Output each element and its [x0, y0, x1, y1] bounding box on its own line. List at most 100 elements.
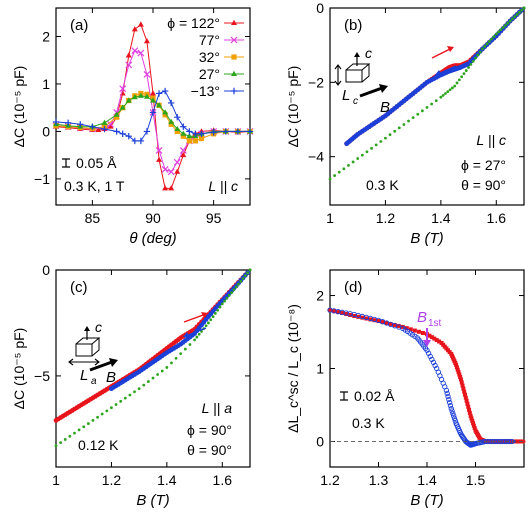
data-point: [125, 97, 132, 103]
data-point: [336, 310, 341, 315]
data-point: [522, 6, 526, 10]
data-point: [241, 277, 245, 280]
legend-label: 77°: [199, 32, 220, 48]
data-point: [239, 279, 243, 283]
y-tick-label: 2: [316, 288, 324, 304]
data-point: [457, 372, 462, 377]
data-point: [360, 153, 364, 157]
data-point: [497, 30, 500, 34]
data-point: [82, 425, 86, 429]
data-point: [402, 123, 406, 126]
scale-bar: [62, 158, 70, 168]
y-tick-label: 1: [316, 361, 324, 377]
legend-label: ϕ = 122°: [167, 15, 220, 31]
data-point: [364, 316, 369, 321]
data-point: [143, 38, 150, 44]
data-point: [356, 157, 360, 160]
data-point: [114, 403, 118, 406]
panel-label: (d): [344, 279, 362, 296]
series-reference: [328, 6, 526, 181]
data-point: [68, 434, 72, 438]
data-point: [429, 335, 434, 340]
sweep-up-arrowhead: [447, 46, 454, 52]
data-point: [231, 54, 237, 60]
data-point: [142, 383, 146, 387]
panel-label: (a): [70, 17, 88, 34]
data-point: [218, 305, 222, 309]
data-point: [174, 125, 181, 132]
sweep-up-arrow: [183, 313, 207, 323]
x-tick-label: 1.5: [466, 472, 486, 488]
temperature-label: 0.3 K: [352, 415, 385, 431]
x-axis-label: B (T): [136, 492, 169, 509]
data-point: [374, 143, 378, 147]
data-point: [179, 146, 187, 154]
data-point: [439, 95, 443, 99]
data-point: [430, 102, 434, 106]
data-point: [89, 123, 96, 130]
data-point: [372, 318, 377, 323]
orientation-label: L || a: [202, 400, 233, 416]
x-axis-label: B (T): [410, 492, 443, 509]
x-tick-label: 1.4: [431, 210, 451, 226]
data-point: [222, 128, 229, 135]
data-point: [170, 361, 173, 365]
sweep-down-arrowhead: [183, 332, 190, 338]
data-point: [174, 356, 178, 360]
data-point: [64, 119, 72, 127]
data-point: [186, 128, 193, 135]
y-tick-label: 0: [42, 262, 50, 278]
phi-label: ϕ = 27°: [461, 157, 506, 173]
x-tick-label: 95: [206, 210, 222, 226]
data-point: [180, 123, 187, 130]
data-point: [119, 85, 127, 93]
data-point: [180, 151, 187, 158]
temperature-label: 0.3 K: [366, 177, 399, 193]
x-tick-label: 1: [326, 210, 334, 226]
data-point: [119, 399, 123, 403]
data-point: [470, 418, 475, 423]
data-point: [420, 330, 425, 335]
data-point: [131, 26, 138, 32]
data-point: [476, 53, 480, 57]
data-point: [462, 72, 466, 76]
b-field-arrowhead: [379, 84, 388, 93]
sweep-up-arrow: [431, 47, 453, 59]
data-point: [451, 415, 458, 422]
x-tick-label: 1.4: [157, 472, 177, 488]
length-arrow-icon: [334, 64, 342, 86]
data-point: [444, 390, 450, 397]
data-point: [483, 45, 487, 48]
data-point: [471, 59, 475, 63]
data-point: [213, 312, 217, 315]
data-point: [515, 13, 519, 16]
data-point: [352, 313, 357, 318]
data-point: [461, 386, 466, 391]
data-point: [462, 392, 467, 397]
data-point: [133, 390, 136, 394]
data-point: [380, 320, 385, 325]
data-point: [467, 407, 472, 412]
data-point: [143, 71, 151, 78]
data-point: [232, 288, 236, 292]
data-point: [499, 28, 503, 32]
data-point: [188, 343, 192, 346]
data-point: [52, 118, 60, 126]
data-point: [416, 112, 420, 116]
data-point: [468, 413, 473, 418]
data-point: [91, 418, 95, 422]
data-point: [453, 84, 457, 88]
data-point: [161, 87, 169, 95]
data-point: [100, 412, 104, 416]
data-point: [446, 90, 450, 94]
data-point: [162, 185, 169, 191]
data-point: [125, 132, 132, 140]
data-point: [125, 52, 132, 58]
legend-label: −13°: [191, 83, 220, 99]
data-point: [471, 421, 476, 426]
length-subscript: c: [353, 96, 358, 107]
data-point: [492, 35, 496, 38]
sample-cube-icon: [75, 326, 118, 372]
data-point: [467, 66, 470, 69]
panel-label: (b): [344, 17, 362, 34]
